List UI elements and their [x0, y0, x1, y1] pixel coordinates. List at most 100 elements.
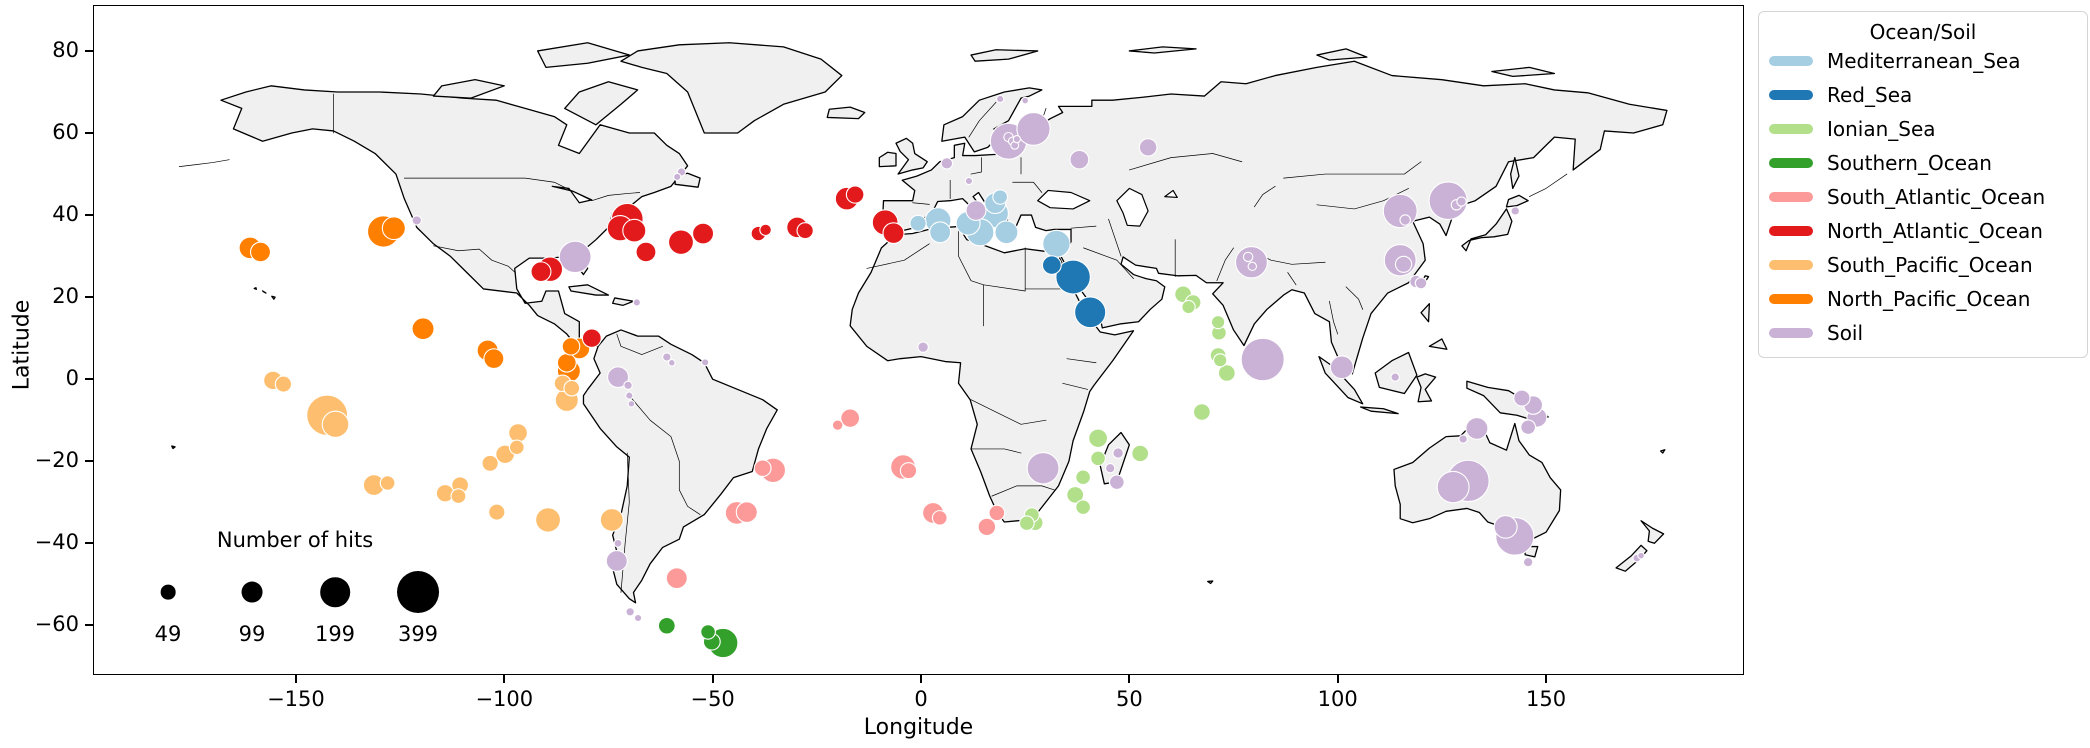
country-border — [179, 160, 229, 167]
data-point-Ionian_Sea — [1182, 300, 1195, 313]
data-point-Ionian_Sea — [1132, 445, 1149, 462]
landmass — [433, 80, 504, 98]
data-point-Ionian_Sea — [1091, 451, 1106, 465]
x-tick-label: 50 — [1115, 687, 1143, 711]
data-point-North_Atlantic_Ocean — [531, 262, 551, 282]
x-tick-label: 100 — [1317, 687, 1358, 711]
country-border — [1529, 174, 1567, 197]
legend-swatch — [1769, 294, 1813, 304]
country-border — [1109, 219, 1122, 256]
data-point-Ionian_Sea — [1218, 365, 1235, 382]
landmass — [1462, 209, 1512, 251]
y-tick-label: 40 — [52, 202, 79, 227]
landmass — [1511, 158, 1519, 189]
size-legend-dot — [397, 571, 439, 613]
x-tick-label: 150 — [1526, 687, 1567, 711]
legend-label: Mediterranean_Sea — [1827, 49, 2021, 73]
data-point-Soil — [668, 360, 675, 367]
country-border — [913, 203, 930, 205]
data-point-South_Atlantic_Ocean — [666, 568, 687, 589]
y-tick-mark — [85, 542, 93, 545]
legend-swatch — [1769, 192, 1813, 202]
data-point-North_Pacific_Ocean — [382, 217, 405, 240]
x-tick-label: 0 — [914, 687, 928, 711]
country-border — [1063, 383, 1088, 389]
data-point-Soil — [1110, 475, 1125, 489]
data-point-Ionian_Sea — [1076, 470, 1091, 484]
data-point-Soil — [1494, 516, 1517, 539]
country-border — [1329, 301, 1337, 334]
data-point-Soil — [1022, 97, 1029, 104]
data-point-Soil — [1391, 373, 1399, 381]
country-border — [617, 334, 663, 355]
country-border — [1084, 248, 1134, 279]
country-border — [969, 102, 996, 137]
data-point-Soil — [663, 353, 671, 361]
data-point-North_Atlantic_Ocean — [760, 224, 772, 235]
y-tick-label: −60 — [34, 612, 79, 637]
data-point-South_Atlantic_Ocean — [932, 511, 947, 525]
size-legend-value: 399 — [397, 622, 439, 646]
landmass — [1417, 374, 1436, 402]
y-tick-label: 60 — [52, 120, 79, 144]
data-point-Soil — [1113, 448, 1124, 458]
data-point-Soil — [1638, 552, 1645, 559]
world-map-plot — [93, 5, 1744, 675]
data-point-South_Pacific_Ocean — [489, 504, 505, 520]
data-point-South_Pacific_Ocean — [451, 489, 466, 504]
data-point-Soil — [1139, 139, 1157, 156]
country-border — [867, 244, 930, 269]
legend-swatch — [1769, 90, 1813, 100]
landmass — [1641, 521, 1664, 544]
data-point-Soil — [1457, 197, 1466, 206]
y-tick-mark — [85, 378, 93, 381]
landmass — [272, 296, 275, 299]
data-point-Soil — [1459, 435, 1467, 443]
country-border — [1284, 162, 1422, 178]
data-point-South_Atlantic_Ocean — [978, 518, 996, 535]
country-border — [1346, 287, 1363, 310]
country-border — [959, 227, 984, 284]
landmass — [827, 107, 865, 118]
landmass — [1506, 195, 1528, 206]
data-point-South_Atlantic_Ocean — [989, 505, 1005, 520]
landmass — [613, 298, 634, 305]
data-point-North_Atlantic_Ocean — [623, 219, 646, 242]
data-point-South_Pacific_Ocean — [509, 440, 524, 454]
y-tick-mark — [85, 624, 93, 627]
data-point-Soil — [966, 201, 986, 221]
inland-sea — [1165, 190, 1178, 197]
size-legend-value: 49 — [154, 622, 182, 646]
data-point-Soil — [1248, 262, 1256, 270]
country-border — [1129, 154, 1242, 170]
data-point-South_Atlantic_Ocean — [754, 460, 771, 477]
landmass — [896, 138, 927, 174]
data-point-South_Pacific_Ocean — [600, 509, 623, 532]
data-point-Soil — [614, 539, 622, 547]
y-tick-mark — [85, 50, 93, 52]
data-point-South_Pacific_Ocean — [275, 376, 291, 392]
data-point-Soil — [702, 359, 709, 366]
legend-swatch — [1769, 260, 1813, 270]
data-point-North_Atlantic_Ocean — [883, 223, 904, 244]
data-point-South_Atlantic_Ocean — [841, 409, 860, 427]
landmass — [263, 291, 266, 293]
legend-label: North_Pacific_Ocean — [1827, 287, 2031, 311]
data-point-Mediterranean_Sea — [995, 221, 1018, 244]
data-point-North_Pacific_Ocean — [557, 354, 576, 372]
legend-label: Southern_Ocean — [1827, 151, 1992, 175]
data-point-Soil — [624, 381, 632, 389]
data-point-Ionian_Sea — [1193, 404, 1210, 421]
data-point-South_Atlantic_Ocean — [832, 420, 843, 430]
x-axis-label: Longitude — [863, 715, 974, 740]
data-point-Mediterranean_Sea — [910, 215, 926, 231]
x-tick-mark — [295, 675, 297, 683]
data-point-Soil — [626, 608, 634, 616]
data-point-South_Atlantic_Ocean — [736, 502, 757, 523]
landmass — [1129, 47, 1196, 53]
data-point-Soil — [941, 158, 953, 169]
data-point-North_Atlantic_Ocean — [636, 242, 656, 262]
landmass — [538, 43, 630, 68]
data-point-Southern_Ocean — [658, 617, 675, 634]
